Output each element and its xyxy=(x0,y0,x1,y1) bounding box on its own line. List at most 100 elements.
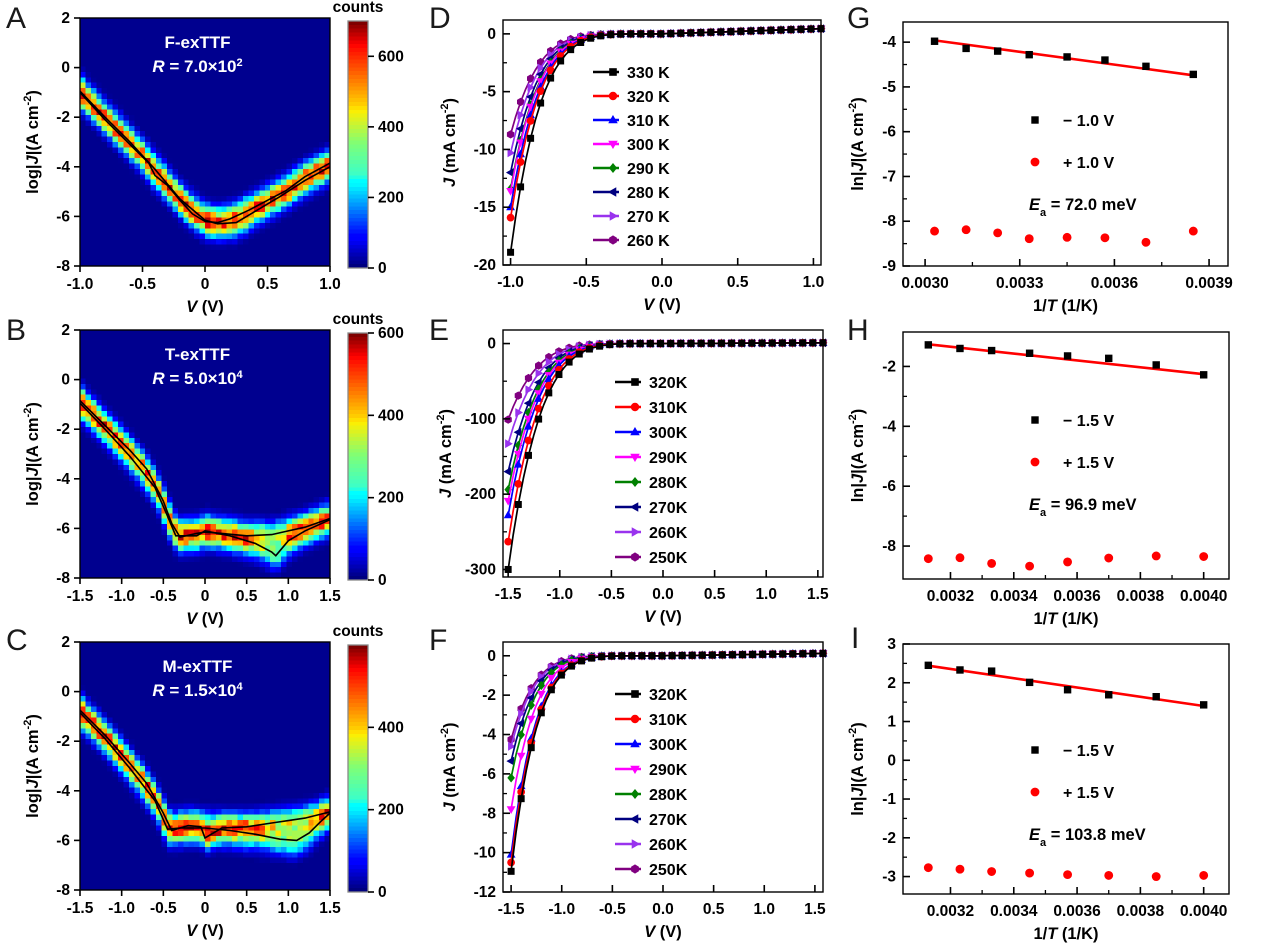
legend-label: 270 K xyxy=(627,209,670,226)
svg-text:0: 0 xyxy=(201,276,210,293)
svg-text:0: 0 xyxy=(61,372,70,389)
arrhenius-series xyxy=(923,863,1209,881)
iv-trace-forward xyxy=(79,400,331,539)
legend-label: 310K xyxy=(649,400,688,417)
legend-label-neg: − 1.5 V xyxy=(1063,743,1114,760)
legend: − 1.5 V + 1.5 V xyxy=(1030,743,1114,802)
jv-curve xyxy=(510,652,824,863)
panel-label-F: F xyxy=(429,624,448,657)
svg-text:-1.5: -1.5 xyxy=(67,588,94,605)
panel-A: A -1.0 -0.5 0 0.5 1.0 2 0 -2 -4 -6 -8 V (V) log|J|(A… xyxy=(0,0,430,316)
iv-trace-forward xyxy=(79,709,331,840)
svg-text:0: 0 xyxy=(61,60,70,77)
iv-trace-backward xyxy=(79,712,331,842)
panel-D-plot: -1.0 -0.5 0.0 0.5 1.00-5-10-15-20V (V)J (mA … xyxy=(439,19,826,314)
legend-label: 250K xyxy=(649,550,688,567)
activation-energy-label: Ea = 103.8 meV xyxy=(1029,826,1146,849)
molecule-label: F-exTTF xyxy=(164,33,230,52)
svg-text:-0.5: -0.5 xyxy=(129,276,156,293)
panel-label-D: D xyxy=(429,2,451,35)
svg-text:V (V): V (V) xyxy=(186,610,224,628)
legend-label: 270K xyxy=(649,812,688,829)
resistance-label: R = 1.5×104 xyxy=(152,681,243,700)
svg-text:200: 200 xyxy=(378,490,404,507)
svg-text:-4: -4 xyxy=(56,471,70,488)
svg-text:0.5: 0.5 xyxy=(236,588,258,605)
legend-label: 310K xyxy=(649,712,688,729)
panel-I-plot: 0.0032 0.0034 0.0036 0.0038 0.00403210-1-2-3… xyxy=(847,636,1230,943)
panel-B-plot: -1.5 -1.0 -0.5 0 0.5 1.0 1.5 2 0 -2 -4 -6 -8 V (V) log… xyxy=(22,311,404,628)
svg-text:200: 200 xyxy=(378,189,404,206)
colorbar-title: counts xyxy=(333,0,384,16)
svg-text:0: 0 xyxy=(378,572,387,589)
panel-H: H 0.0032 0.0034 0.0036 0.0038 0.0040 -2 -4 -6 -8… xyxy=(845,310,1270,628)
panel-label-I: I xyxy=(851,622,860,655)
panel-G-plot: 0.0030 0.0033 0.0036 0.0039-4-5-6-7-8-91/T … xyxy=(847,21,1233,315)
legend-label: 280K xyxy=(649,475,688,492)
legend-label: 280 K xyxy=(627,185,670,202)
heatmap-cells xyxy=(80,18,331,267)
legend-label: 320K xyxy=(649,687,688,704)
svg-text:-6: -6 xyxy=(56,208,70,225)
heatmap-cells xyxy=(80,330,331,579)
svg-text:0: 0 xyxy=(201,588,210,605)
panel-I: I 0.0032 0.0034 0.0036 0.0038 0.0040 3 2 1 0 -1 -2… xyxy=(845,622,1270,945)
legend-label: 290K xyxy=(649,450,688,467)
iv-trace-backward xyxy=(79,402,331,557)
panel-F: F -1.5 -1.0 -0.5 0.0 0.5 1.0 1.5 0 -2 -4 -6 -8 -10 -1… xyxy=(425,622,845,945)
legend-label: 320K xyxy=(649,375,688,392)
svg-text:400: 400 xyxy=(378,407,404,424)
legend-label: 250K xyxy=(649,862,688,879)
legend: − 1.0 V + 1.0 V xyxy=(1030,113,1114,172)
panel-label-E: E xyxy=(429,314,450,347)
svg-text:-2: -2 xyxy=(56,109,70,126)
svg-text:0.5: 0.5 xyxy=(257,276,279,293)
panel-label-G: G xyxy=(847,2,871,35)
panel-label-C: C xyxy=(6,624,28,657)
legend-label-pos: + 1.0 V xyxy=(1063,155,1114,172)
activation-energy-label: Ea = 72.0 meV xyxy=(1029,196,1137,219)
svg-text:2: 2 xyxy=(61,10,70,27)
panel-C-plot: -1.5 -1.0 -0.5 0 0.5 1.0 1.520-2-4-6-8V (V)log… xyxy=(22,623,404,940)
resistance-label: R = 5.0×104 xyxy=(152,369,243,388)
panel-C: C -1.5 -1.0 -0.5 0 0.5 1.0 1.5 2 0 -2 -4 -6 -8 V (V) l… xyxy=(0,622,430,945)
panel-G: G 0.0030 0.0033 0.0036 0.0039 -4 -5 -6 -7 -8 -9 1/… xyxy=(845,0,1270,316)
molecule-label: T-exTTF xyxy=(165,345,230,364)
arrhenius-series xyxy=(923,551,1209,571)
jv-series-group xyxy=(503,338,828,573)
activation-energy-label: Ea = 96.9 meV xyxy=(1029,496,1137,519)
legend-label-pos: + 1.5 V xyxy=(1063,455,1114,472)
panel-label-A: A xyxy=(6,2,27,35)
panel-E: E -1.5 -1.0 -0.5 0.0 0.5 1.0 1.5 0 -100 -200 -300 V… xyxy=(425,310,845,627)
svg-text:-0.5: -0.5 xyxy=(150,588,177,605)
legend-label: 270K xyxy=(649,500,688,517)
panel-H-plot: 0.0032 0.0034 0.0036 0.0038 0.0040-2-4-6-81/… xyxy=(847,331,1230,628)
panel-label-B: B xyxy=(6,314,27,347)
colorbar-title: counts xyxy=(333,311,384,328)
legend-label: 280K xyxy=(649,787,688,804)
panel-label-H: H xyxy=(847,314,869,347)
panel-B: B -1.5 -1.0 -0.5 0 0.5 1.0 1.5 2 0 -2 -4 -6 -8 V (V) l… xyxy=(0,310,430,628)
iv-trace-forward xyxy=(79,91,331,224)
legend-label: 260K xyxy=(649,525,688,542)
svg-text:1.0: 1.0 xyxy=(319,276,341,293)
legend-label: 260K xyxy=(649,837,688,854)
svg-text:-8: -8 xyxy=(56,258,70,275)
svg-text:-1.0: -1.0 xyxy=(67,276,94,293)
molecule-label: M-exTTF xyxy=(163,657,233,676)
legend-label: 310 K xyxy=(627,113,670,130)
svg-text:600: 600 xyxy=(378,325,404,342)
legend: − 1.5 V + 1.5 V xyxy=(1030,413,1114,472)
jv-series-group xyxy=(505,23,826,256)
legend: 320K 310K 300K 290K 280K 270K 260K 250K xyxy=(615,687,688,879)
panel-F-plot: -1.5 -1.0 -0.5 0.0 0.5 1.0 1.50-2-4-6-8-10-12V… xyxy=(439,641,828,941)
resistance-label: R = 7.0×102 xyxy=(152,57,242,76)
arrhenius-series xyxy=(924,661,1208,709)
svg-text:2: 2 xyxy=(61,322,70,339)
svg-text:0: 0 xyxy=(378,260,387,277)
legend-label: 290 K xyxy=(627,161,670,178)
